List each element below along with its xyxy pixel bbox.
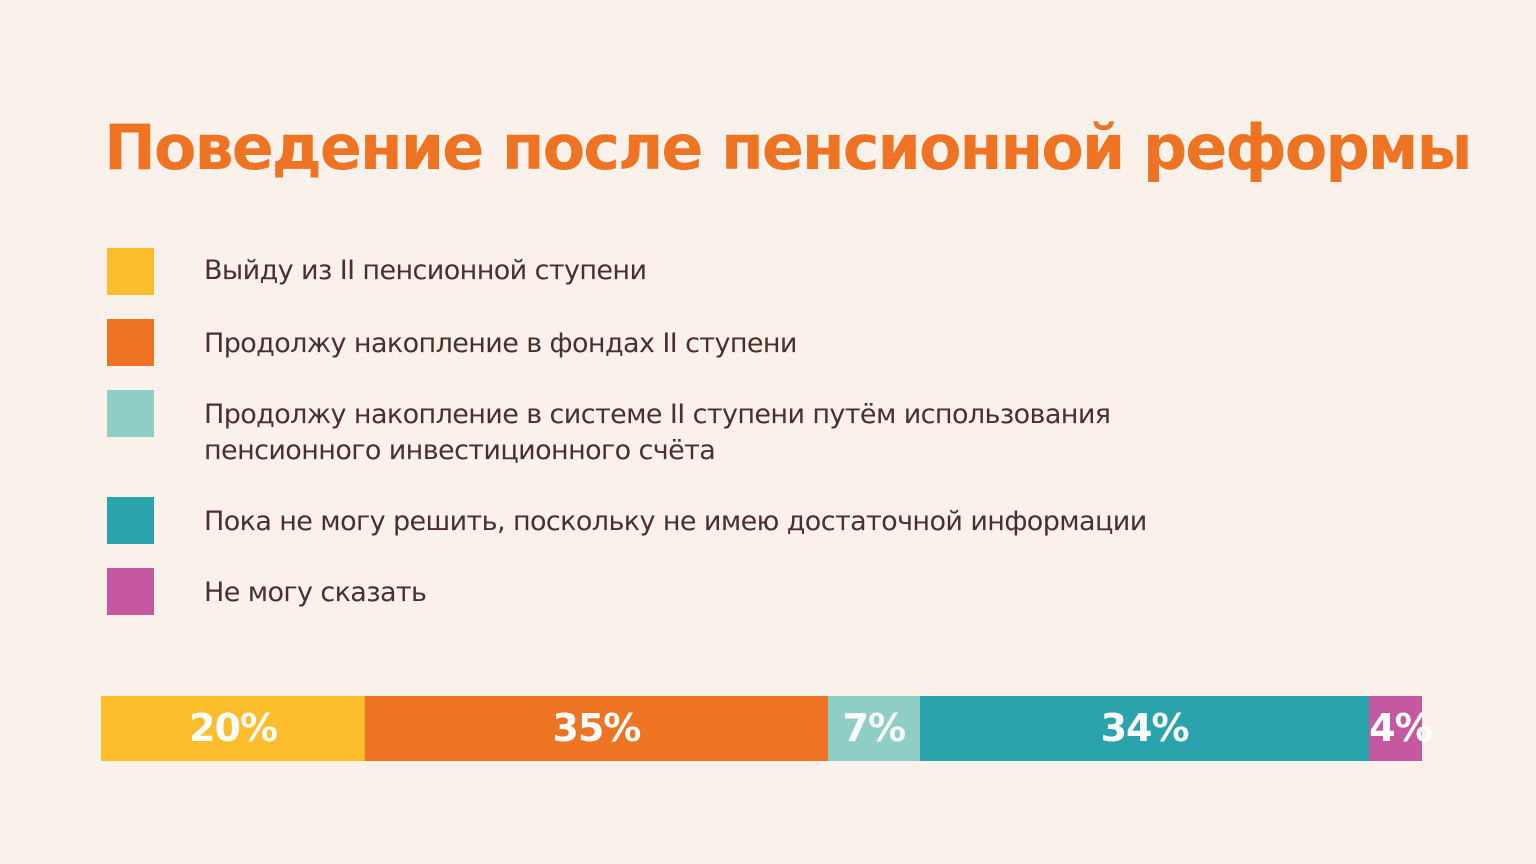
bar-segment-undecided bbox=[920, 696, 1370, 761]
bar-segment-investment-account bbox=[827, 696, 921, 761]
legend-swatch-leave-second-pillar bbox=[107, 248, 154, 295]
bar-value-label-continue-funds: 35% bbox=[552, 706, 641, 750]
legend-swatch-continue-funds bbox=[107, 319, 154, 366]
legend-swatch-investment-account bbox=[107, 390, 154, 437]
bar-value-label-undecided: 34% bbox=[1100, 706, 1190, 750]
stacked-bar-chart: 20% 35% 7% 34% 4% bbox=[101, 696, 1433, 761]
legend-swatch-cannot-say bbox=[107, 568, 154, 615]
legend-label-continue-funds: Продолжу накопление в фондах II ступени bbox=[204, 328, 797, 359]
bar-segment-cannot-say bbox=[1369, 696, 1422, 761]
bar-value-label-leave-second-pillar: 20% bbox=[189, 706, 278, 750]
legend-label-undecided: Пока не могу решить, поскольку не имею д… bbox=[204, 506, 1147, 537]
bar-value-label-cannot-say: 4% bbox=[1369, 706, 1433, 750]
legend-swatch-undecided bbox=[107, 497, 154, 544]
bar-value-label-investment-account: 7% bbox=[842, 706, 907, 750]
legend-label-cannot-say: Не могу сказать bbox=[204, 577, 427, 608]
page-title: Поведение после пенсионной реформы bbox=[104, 111, 1473, 184]
legend-label-leave-second-pillar: Выйду из II пенсионной ступени bbox=[204, 255, 647, 286]
bar-segment-leave-second-pillar bbox=[101, 696, 366, 761]
bar-segment-continue-funds bbox=[365, 696, 828, 761]
chart-legend: Выйду из II пенсионной ступени Продолжу … bbox=[107, 248, 1147, 615]
legend-label-investment-account: Продолжу накопление в системе II ступени… bbox=[204, 399, 1111, 466]
